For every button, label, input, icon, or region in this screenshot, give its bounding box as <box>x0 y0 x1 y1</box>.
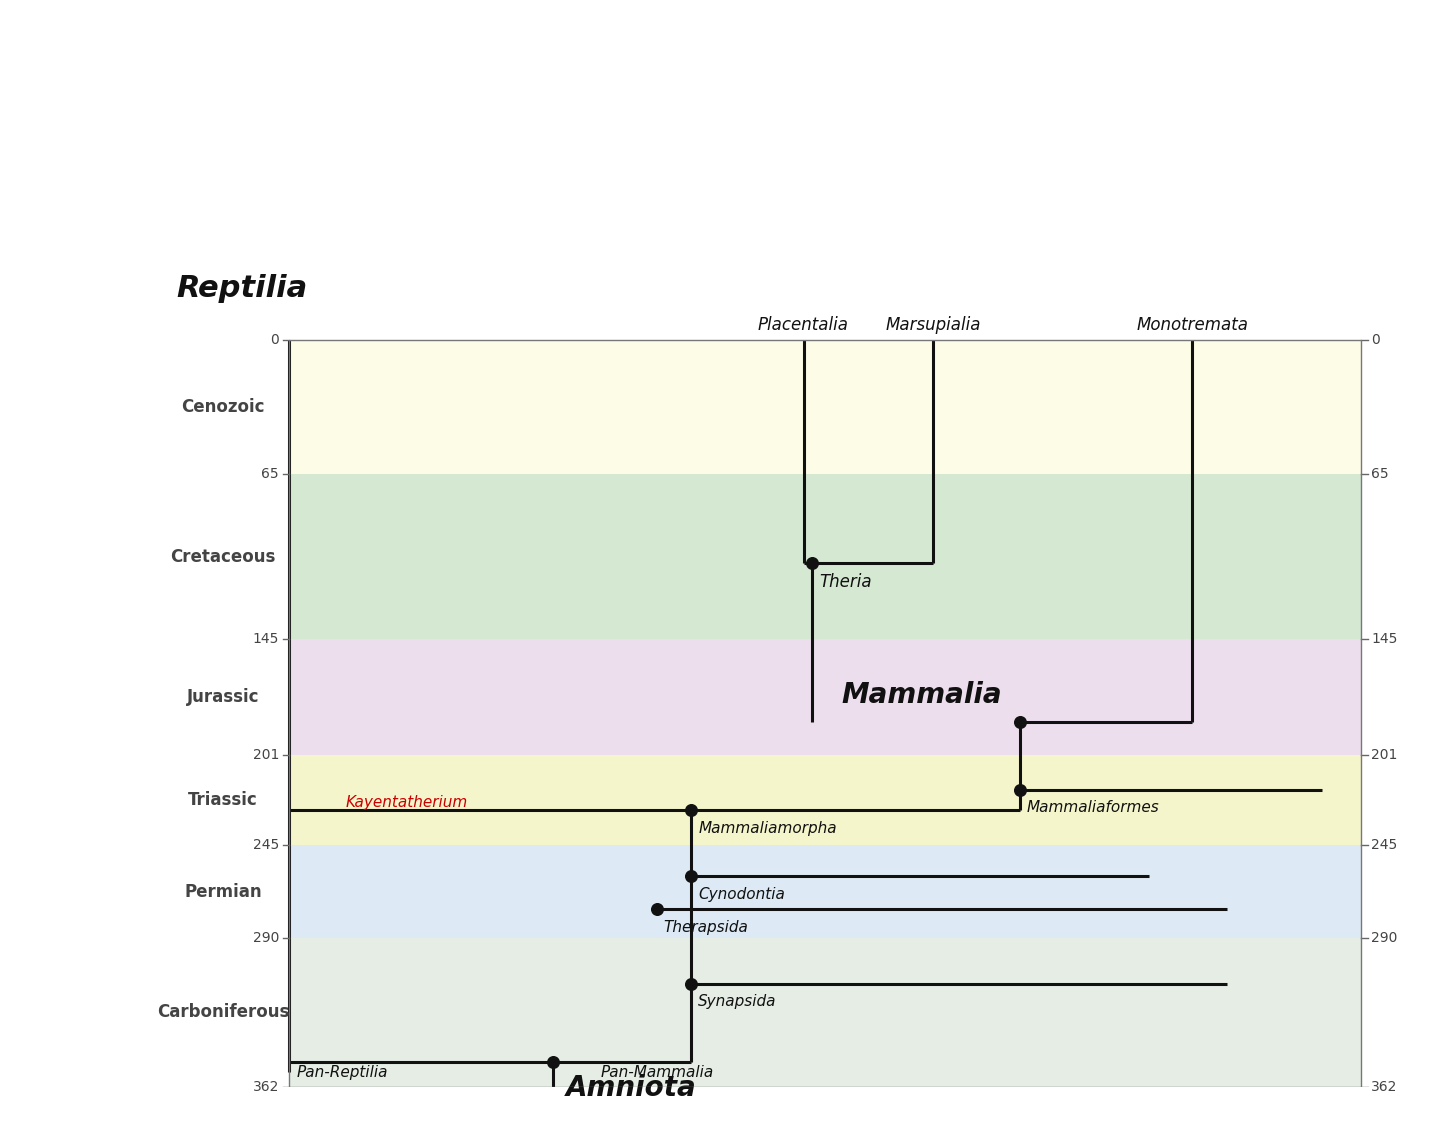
Text: Cretaceous: Cretaceous <box>170 548 275 566</box>
Point <box>1008 713 1031 731</box>
Text: Theria: Theria <box>819 573 871 591</box>
Text: Monotremata: Monotremata <box>1136 316 1248 334</box>
Text: 290: 290 <box>252 932 279 945</box>
Bar <box>289 755 1361 846</box>
Point <box>645 900 668 918</box>
Text: Kayentatherium: Kayentatherium <box>346 795 468 809</box>
Text: Marsupialia: Marsupialia <box>886 316 981 334</box>
Text: Synapsida: Synapsida <box>698 994 776 1009</box>
Point <box>680 867 703 885</box>
Text: 145: 145 <box>1371 633 1398 646</box>
Text: Pan-Mammalia: Pan-Mammalia <box>600 1065 714 1080</box>
Text: Therapsida: Therapsida <box>664 919 749 935</box>
Text: 201: 201 <box>1371 748 1398 762</box>
Text: Permian: Permian <box>184 883 262 901</box>
Text: Mammalia: Mammalia <box>841 681 1002 710</box>
Bar <box>289 846 1361 938</box>
Point <box>1008 781 1031 799</box>
Point <box>680 975 703 993</box>
Point <box>801 554 824 572</box>
Text: 362: 362 <box>252 1080 279 1094</box>
Text: 65: 65 <box>1371 468 1388 481</box>
Text: 245: 245 <box>253 839 279 852</box>
Bar <box>289 341 1361 474</box>
Text: 290: 290 <box>1371 932 1398 945</box>
Bar <box>289 341 1361 1087</box>
Text: 0: 0 <box>1371 333 1380 348</box>
Point <box>541 1053 564 1071</box>
Text: 245: 245 <box>1371 839 1397 852</box>
Text: Placentalia: Placentalia <box>757 316 850 334</box>
Text: 65: 65 <box>262 468 279 481</box>
Bar <box>289 474 1361 640</box>
Text: Reptilia: Reptilia <box>176 274 308 303</box>
Text: Pan-Reptilia: Pan-Reptilia <box>297 1065 387 1080</box>
Bar <box>289 640 1361 755</box>
Text: 201: 201 <box>252 748 279 762</box>
Text: Jurassic: Jurassic <box>187 688 259 706</box>
Text: Triassic: Triassic <box>189 791 258 809</box>
Text: Mammaliaformes: Mammaliaformes <box>1027 800 1159 815</box>
Bar <box>289 938 1361 1087</box>
Text: 145: 145 <box>252 633 279 646</box>
Text: Amniota: Amniota <box>566 1074 697 1103</box>
Text: 362: 362 <box>1371 1080 1398 1094</box>
Text: Carboniferous: Carboniferous <box>157 1003 289 1021</box>
Text: 0: 0 <box>271 333 279 348</box>
Text: Cynodontia: Cynodontia <box>698 886 785 902</box>
Text: Cenozoic: Cenozoic <box>181 398 265 417</box>
Text: Mammaliamorpha: Mammaliamorpha <box>698 821 837 835</box>
Point <box>680 801 703 820</box>
